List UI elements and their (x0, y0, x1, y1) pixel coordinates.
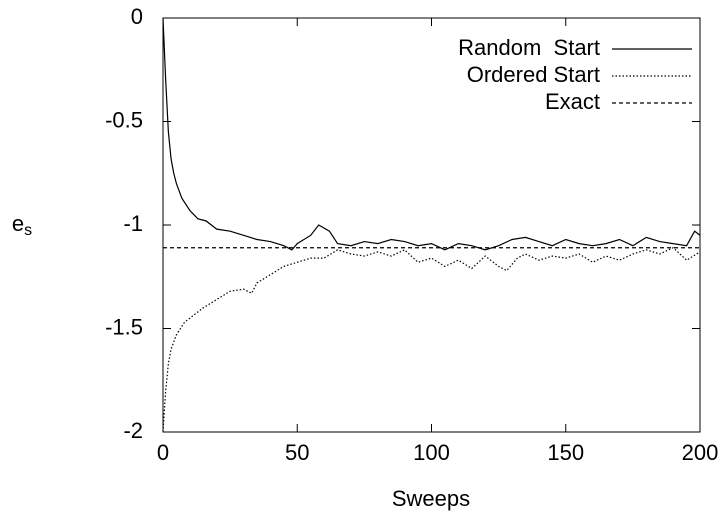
y-tick-label: -1.5 (105, 314, 143, 339)
legend-label: Random Start (458, 35, 600, 60)
x-tick-label: 150 (547, 440, 584, 465)
legend-label: Exact (545, 89, 600, 114)
x-tick-label: 100 (413, 440, 450, 465)
y-tick-label: -2 (123, 418, 143, 443)
series-line (162, 247, 701, 433)
legend-label: Ordered Start (467, 62, 600, 87)
y-tick-label: 0 (131, 4, 143, 29)
series-line (162, 17, 701, 251)
x-axis-label: Sweeps (392, 486, 470, 511)
y-tick-label: -0.5 (105, 107, 143, 132)
x-tick-label: 200 (682, 440, 719, 465)
y-tick-label: -1 (123, 211, 143, 236)
y-axis-label-main: e (12, 211, 24, 236)
x-tick-label: 0 (157, 440, 169, 465)
y-axis-label: es (12, 211, 32, 239)
plot-frame (162, 17, 701, 433)
y-axis-label-sub: s (24, 222, 32, 239)
x-tick-label: 50 (285, 440, 309, 465)
